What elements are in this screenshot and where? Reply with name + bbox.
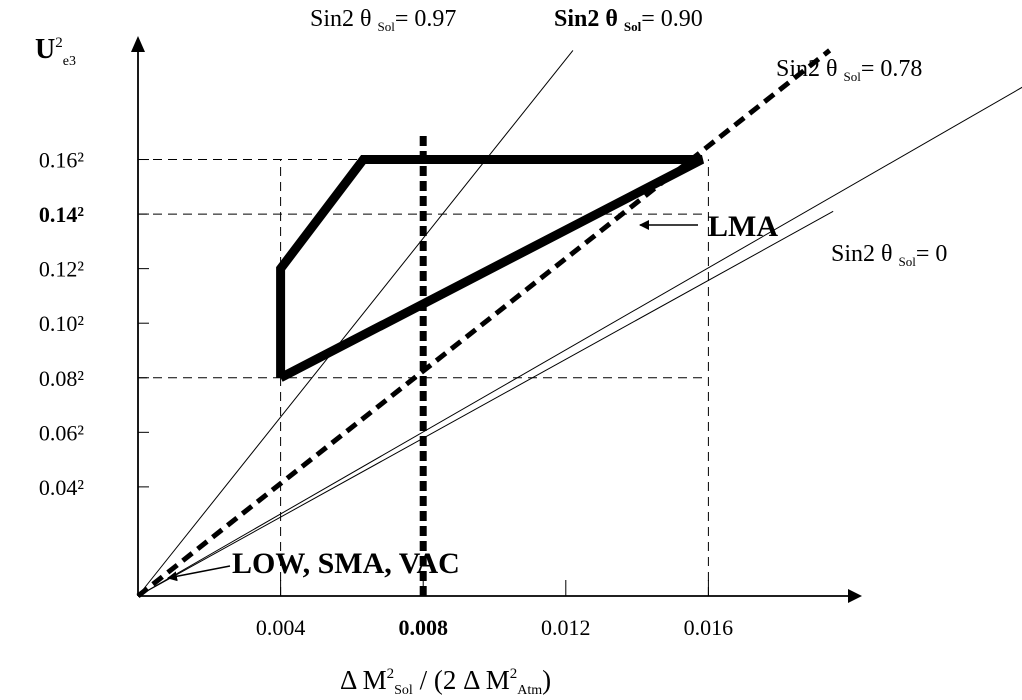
y-tick-label: 0.14² xyxy=(39,202,85,227)
x-tick-label: 0.004 xyxy=(256,615,306,640)
y-axis-label: U2e3 xyxy=(35,34,76,69)
x-tick-label: 0.016 xyxy=(684,615,734,640)
y-tick-label: 0.04² xyxy=(39,475,85,500)
label-097: Sin2 θ Sol= 0.97 xyxy=(310,6,456,34)
low-label: LOW, SMA, VAC xyxy=(232,547,460,580)
y-tick-label: 0.06² xyxy=(39,420,85,445)
label-090: Sin2 θ Sol= 0.90 xyxy=(554,6,703,34)
lma-label: LMA xyxy=(708,210,778,243)
series-lines xyxy=(136,48,1022,598)
axis-ticks: 0.004 0.008 0.012 0.016 0.04² 0.06² 0.08² 0.10²… xyxy=(39,148,733,640)
series-line-1 xyxy=(136,48,832,598)
y-tick-label: 0.08² xyxy=(39,366,85,391)
series-line-3 xyxy=(137,210,834,597)
series-line-0 xyxy=(137,50,574,597)
y-tick-label: 0.10² xyxy=(39,311,85,336)
lma-region xyxy=(276,155,705,382)
y-tick-label: 0.12² xyxy=(39,257,85,282)
y-tick-label: 0.16² xyxy=(39,148,85,173)
x-axis-label: Δ M2Sol / (2 Δ M2Atm) xyxy=(340,665,551,698)
label-0: Sin2 θ Sol= 0 xyxy=(831,241,947,269)
x-tick-label: 0.012 xyxy=(541,615,591,640)
x-axis-arrow xyxy=(848,589,862,603)
low-arrow xyxy=(167,565,231,582)
x-tick-label: 0.008 xyxy=(398,615,448,640)
label-078: Sin2 θ Sol= 0.78 xyxy=(776,56,922,84)
series-line-2 xyxy=(137,86,1022,597)
y-axis-arrow xyxy=(131,36,145,52)
